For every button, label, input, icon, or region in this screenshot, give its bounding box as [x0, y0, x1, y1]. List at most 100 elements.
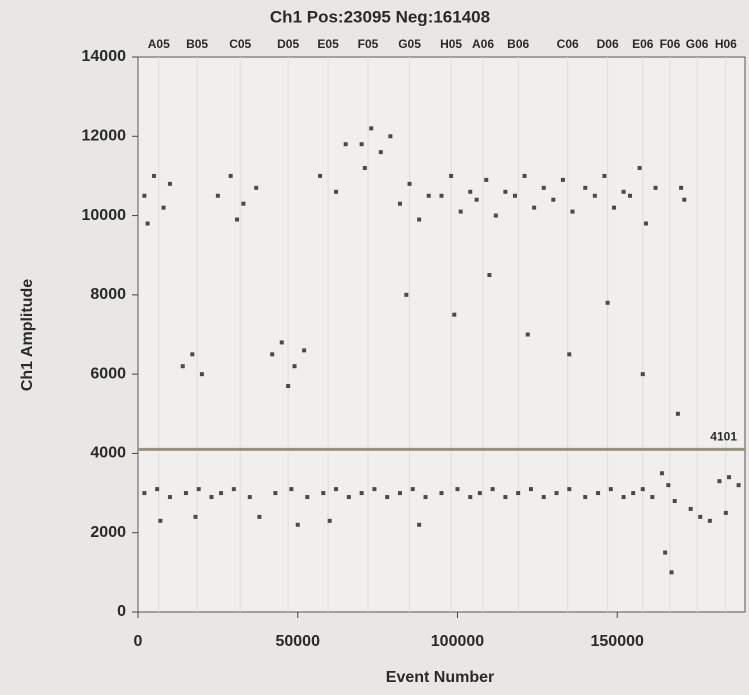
droplet — [727, 475, 731, 479]
droplet — [360, 142, 364, 146]
x-tick-label: 0 — [134, 633, 143, 650]
droplet — [452, 313, 456, 317]
droplet — [555, 491, 559, 495]
x-tick-label: 50000 — [275, 633, 320, 650]
droplet — [628, 194, 632, 198]
chart-title: Ch1 Pos:23095 Neg:161408 — [270, 7, 490, 26]
droplet — [305, 495, 309, 499]
droplet — [612, 206, 616, 210]
droplet — [622, 495, 626, 499]
droplet — [663, 551, 667, 555]
well-label: C06 — [557, 37, 579, 51]
droplet — [494, 214, 498, 218]
well-label: H05 — [440, 37, 462, 51]
droplet — [248, 495, 252, 499]
droplet — [270, 352, 274, 356]
droplet — [146, 222, 150, 226]
droplet — [529, 487, 533, 491]
droplet — [708, 519, 712, 523]
droplet — [152, 174, 156, 178]
y-tick-label: 10000 — [82, 207, 127, 224]
droplet — [190, 352, 194, 356]
y-tick-label: 4000 — [90, 445, 126, 462]
plot-area — [138, 57, 745, 612]
droplet — [670, 570, 674, 574]
droplet — [318, 174, 322, 178]
droplet — [440, 491, 444, 495]
droplet — [542, 495, 546, 499]
droplet — [411, 487, 415, 491]
droplet — [334, 487, 338, 491]
well-label: D06 — [597, 37, 619, 51]
droplet — [417, 218, 421, 222]
droplet — [142, 194, 146, 198]
droplet — [583, 495, 587, 499]
droplet — [369, 126, 373, 130]
chart: Ch1 Pos:23095 Neg:161408 Event Number Ch… — [0, 0, 749, 695]
droplet — [484, 178, 488, 182]
droplet — [398, 491, 402, 495]
droplet — [235, 218, 239, 222]
droplet — [487, 273, 491, 277]
droplet — [622, 190, 626, 194]
droplet — [232, 487, 236, 491]
droplet — [372, 487, 376, 491]
droplet — [360, 491, 364, 495]
droplet — [644, 222, 648, 226]
droplet — [296, 523, 300, 527]
droplet — [503, 495, 507, 499]
droplet — [676, 412, 680, 416]
y-axis-label: Ch1 Amplitude — [19, 279, 36, 391]
droplet — [363, 166, 367, 170]
well-label: C05 — [229, 37, 251, 51]
droplet — [321, 491, 325, 495]
droplet — [717, 479, 721, 483]
droplet — [666, 483, 670, 487]
droplet — [459, 210, 463, 214]
droplet — [567, 487, 571, 491]
droplet — [516, 491, 520, 495]
droplet — [567, 352, 571, 356]
droplet — [660, 471, 664, 475]
droplet — [417, 523, 421, 527]
droplet — [532, 206, 536, 210]
droplet — [404, 293, 408, 297]
droplet — [650, 495, 654, 499]
x-tick-label: 150000 — [591, 633, 644, 650]
droplet — [219, 491, 223, 495]
droplet — [200, 372, 204, 376]
droplet — [293, 364, 297, 368]
well-label: G06 — [686, 37, 709, 51]
droplet — [606, 301, 610, 305]
well-label: B05 — [186, 37, 208, 51]
droplet — [385, 495, 389, 499]
droplet — [737, 483, 741, 487]
droplet — [344, 142, 348, 146]
droplet — [379, 150, 383, 154]
droplet — [216, 194, 220, 198]
y-tick-label: 8000 — [90, 286, 126, 303]
droplet — [241, 202, 245, 206]
droplet — [388, 134, 392, 138]
droplet — [689, 507, 693, 511]
x-axis-label: Event Number — [386, 669, 494, 686]
droplet — [542, 186, 546, 190]
droplet — [468, 190, 472, 194]
droplet — [609, 487, 613, 491]
droplet — [673, 499, 677, 503]
droplet — [641, 487, 645, 491]
droplet — [602, 174, 606, 178]
droplet — [162, 206, 166, 210]
droplet — [503, 190, 507, 194]
droplet — [583, 186, 587, 190]
well-label: H06 — [715, 37, 737, 51]
well-label: G05 — [398, 37, 421, 51]
y-tick-label: 6000 — [90, 365, 126, 382]
well-label: A06 — [472, 37, 494, 51]
droplet — [347, 495, 351, 499]
droplet — [280, 340, 284, 344]
droplet — [551, 198, 555, 202]
droplet — [475, 198, 479, 202]
droplet — [654, 186, 658, 190]
droplet — [455, 487, 459, 491]
